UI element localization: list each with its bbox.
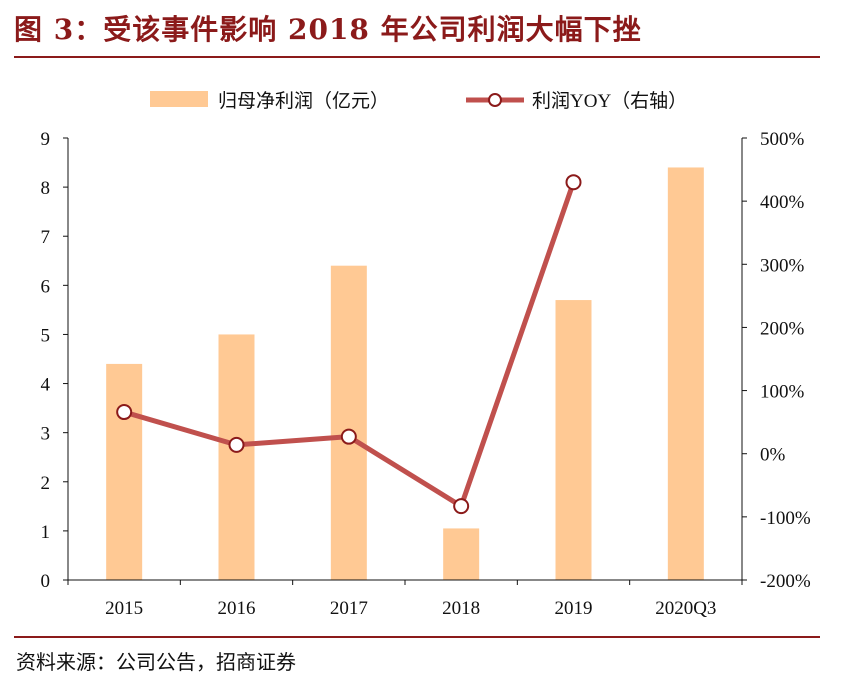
yoy-point [453, 498, 470, 515]
category-label: 2018 [442, 598, 480, 619]
left-tick-label: 9 [41, 129, 51, 150]
left-tick-label: 0 [41, 571, 51, 592]
right-tick-label: -200% [760, 571, 811, 592]
left-tick-label: 4 [41, 375, 51, 396]
legend-line-label: 利润YOY（右轴） [532, 90, 687, 112]
left-tick-label: 8 [41, 178, 51, 199]
left-tick-label: 1 [41, 522, 51, 543]
legend-bar-label: 归母净利润（亿元） [218, 90, 389, 112]
bar-2017 [330, 265, 367, 580]
right-tick-label: 300% [760, 255, 805, 276]
category-label: 2019 [555, 598, 593, 619]
right-tick-label: 100% [760, 382, 805, 403]
right-tick-label: 200% [760, 318, 805, 339]
yoy-point [565, 174, 582, 191]
bar-2020Q3 [667, 167, 704, 580]
chart-legend: 归母净利润（亿元） 利润YOY（右轴） [150, 90, 687, 112]
left-tick-label: 7 [41, 227, 51, 248]
category-label: 2016 [218, 598, 256, 619]
left-tick-label: 2 [41, 473, 51, 494]
title-rule [14, 56, 820, 58]
yoy-point [228, 436, 245, 453]
bar-2016 [218, 334, 255, 580]
right-tick-label: 0% [760, 445, 786, 466]
line-series [116, 174, 582, 515]
left-tick-label: 5 [41, 325, 51, 346]
right-tick-label: -100% [760, 508, 811, 529]
yoy-point [340, 428, 357, 445]
bar-2018 [443, 528, 480, 580]
right-tick-label: 400% [760, 192, 805, 213]
legend-bar-swatch [150, 91, 208, 107]
bar-series [106, 167, 704, 580]
bar-2019 [555, 300, 592, 580]
left-tick-label: 3 [41, 424, 51, 445]
figure-title: 图 3：受该事件影响 2018 年公司利润大幅下挫 [14, 13, 642, 46]
category-label: 2017 [330, 598, 368, 619]
chart-axes: 0 1 2 3 4 5 6 7 8 9 -200% -100% 0% 100% 200% 300% 400% 50… [41, 129, 811, 619]
source-note: 资料来源：公司公告，招商证券 [16, 650, 296, 674]
bar-2015 [106, 363, 143, 580]
legend-line-marker [488, 93, 502, 107]
left-tick-label: 6 [41, 276, 51, 297]
category-label: 2020Q3 [655, 598, 716, 619]
source-rule [14, 636, 820, 638]
right-tick-label: 500% [760, 129, 805, 150]
yoy-point [116, 404, 133, 421]
category-label: 2015 [105, 598, 143, 619]
